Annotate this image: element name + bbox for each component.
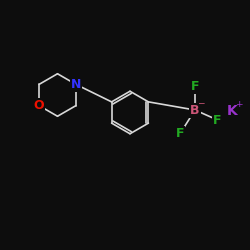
Text: F: F <box>191 80 199 93</box>
Text: +: + <box>235 100 242 109</box>
Text: F: F <box>213 114 222 126</box>
Text: O: O <box>34 99 44 112</box>
Text: N: N <box>71 78 81 91</box>
Text: −: − <box>197 98 204 108</box>
Text: F: F <box>176 127 184 140</box>
Text: K: K <box>227 104 238 118</box>
Text: B: B <box>190 104 200 117</box>
